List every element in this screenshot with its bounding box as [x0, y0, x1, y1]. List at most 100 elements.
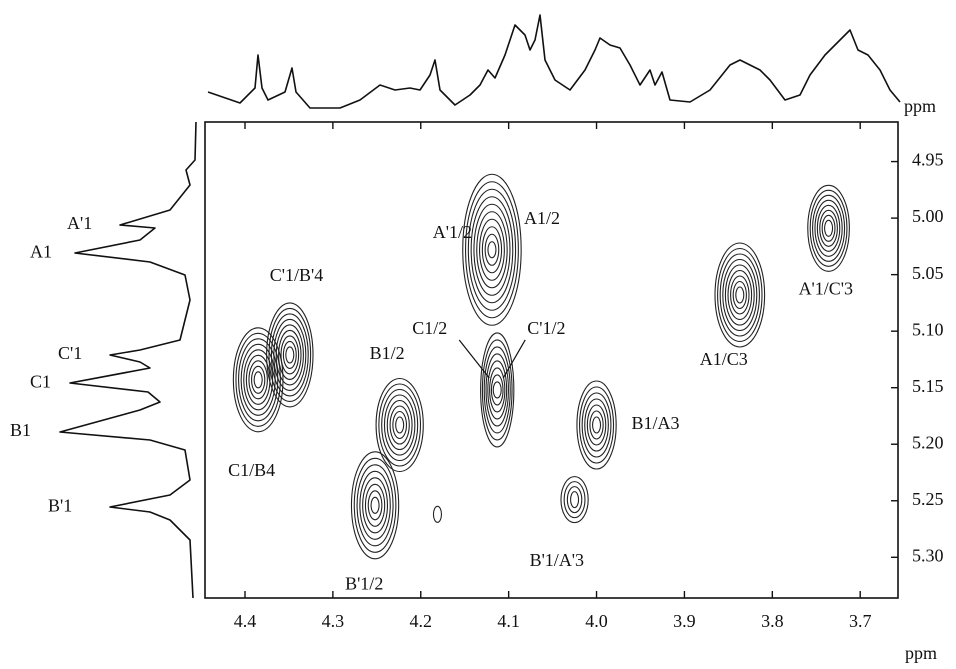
contour-ring — [732, 280, 747, 310]
contour-ring — [245, 354, 271, 405]
contour-ring — [576, 380, 617, 470]
left-projection — [59, 121, 197, 599]
contour-ring — [232, 327, 284, 433]
contour-ring — [581, 392, 612, 458]
contour-ring — [821, 214, 836, 242]
contour-ring — [375, 377, 424, 473]
peak-label: B1/2 — [370, 343, 405, 363]
contour-ring — [248, 360, 268, 400]
contour-ring — [735, 286, 745, 304]
contour-ring — [480, 332, 515, 448]
contour-ring — [253, 371, 263, 389]
peak-label: B1/A3 — [632, 413, 680, 433]
contour-ring — [807, 184, 850, 272]
x-axis-label: ppm — [905, 643, 937, 663]
contour-ring — [359, 470, 391, 540]
contour-ring — [819, 209, 838, 247]
contour-ring — [273, 318, 307, 391]
contour-ring — [465, 181, 519, 319]
contour-ring — [367, 490, 383, 521]
x-tick-label: 4.3 — [322, 611, 345, 631]
contour-ring — [586, 404, 607, 446]
contour-ring — [432, 505, 443, 523]
contour-ring — [235, 332, 281, 427]
peak-label: A'1/C'3 — [799, 278, 854, 298]
contour-ring — [479, 218, 505, 281]
contour-ring — [492, 381, 502, 399]
contour-ring — [470, 196, 514, 304]
plot-frame — [204, 121, 899, 599]
y-tick-label: 5.30 — [912, 545, 944, 565]
peak-label: C1/B4 — [228, 460, 275, 480]
contour-ring — [270, 313, 309, 397]
x-tick-label: 4.1 — [497, 611, 520, 631]
contour-ring — [243, 349, 274, 411]
contour-ring — [490, 374, 504, 406]
contour-ring — [266, 302, 314, 408]
contour-ring — [722, 258, 758, 332]
y-tick-label: 5.15 — [912, 376, 944, 396]
contour-ring — [485, 353, 509, 427]
projection-label: C1 — [30, 371, 51, 391]
y-tick-label: 4.95 — [912, 150, 944, 170]
contour-ring — [467, 188, 517, 311]
contour-ring — [238, 338, 279, 422]
peak-label: C1/2 — [412, 318, 447, 338]
y-tick-label: 5.10 — [912, 319, 944, 339]
contour-ring — [563, 481, 586, 519]
x-tick-label: 4.4 — [234, 611, 257, 631]
contour-ring — [727, 269, 753, 321]
peak-label: A1/C3 — [700, 349, 748, 369]
contour-ring — [356, 464, 394, 547]
contour-ring — [489, 367, 506, 413]
contour-ring — [476, 211, 508, 289]
top-projection — [207, 14, 901, 109]
contour-ring — [386, 399, 413, 451]
contour-ring — [275, 324, 304, 386]
contour-ring — [481, 226, 503, 274]
contour-ring — [251, 365, 266, 394]
peak-label: B'1/A'3 — [530, 550, 585, 570]
peak-label: C'1/2 — [527, 318, 565, 338]
contour-ring — [591, 416, 602, 434]
contour-ring — [487, 360, 508, 420]
contour-ring — [392, 410, 408, 440]
y-axis-label: ppm — [904, 96, 936, 116]
contour-ring — [280, 335, 300, 375]
peak-label: C'1/B'4 — [270, 265, 324, 285]
contour-ring — [483, 346, 511, 434]
projection-label: B1 — [10, 420, 31, 440]
label-leader — [502, 339, 526, 379]
contour-ring — [584, 398, 609, 452]
projection-label: C'1 — [58, 343, 82, 363]
contour-ring — [350, 451, 400, 560]
contour-ring — [724, 264, 755, 326]
contour-ring — [824, 219, 834, 237]
contour-ring — [487, 241, 497, 259]
contour-ring — [560, 476, 589, 524]
x-tick-label: 3.8 — [761, 611, 784, 631]
contour-ring — [566, 486, 583, 514]
contour-ring — [364, 483, 386, 527]
x-tick-label: 3.9 — [673, 611, 696, 631]
contour-ring — [395, 416, 405, 434]
contour-ring — [362, 477, 389, 534]
contour-ring — [268, 307, 312, 402]
contour-ring — [282, 340, 297, 369]
y-tick-label: 5.20 — [912, 432, 944, 452]
contour-ring — [719, 253, 760, 337]
contour-ring — [383, 394, 416, 456]
contour-ring — [570, 491, 580, 509]
projection-label: A1 — [30, 241, 52, 261]
peak-label: B'1/2 — [345, 573, 383, 593]
contour-ring — [389, 405, 410, 445]
x-tick-label: 4.2 — [410, 611, 433, 631]
peak-label: A1/2 — [524, 208, 560, 228]
contour-ring — [462, 173, 522, 326]
y-tick-label: 5.00 — [912, 206, 944, 226]
x-tick-label: 3.7 — [849, 611, 872, 631]
contour-ring — [285, 346, 295, 364]
contour-ring — [814, 199, 843, 257]
contour-ring — [381, 388, 419, 462]
